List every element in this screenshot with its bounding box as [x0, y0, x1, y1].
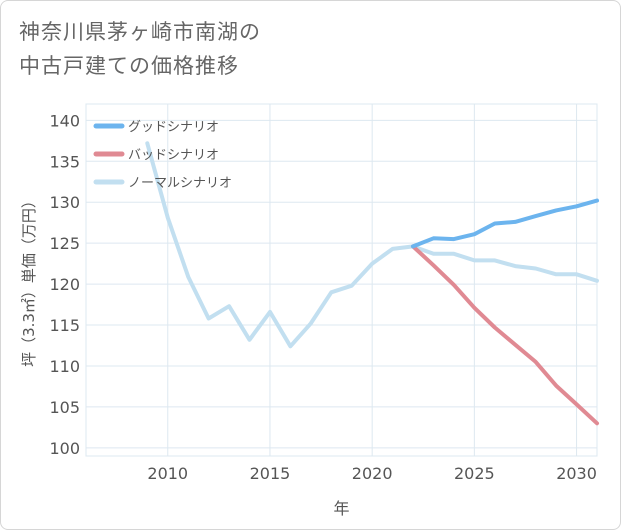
axes: 100 105 110 115 120 125 130 135 140 2010 2015 2020 2…: [20, 111, 597, 518]
y-axis-title: 坪（3.3㎡）単価（万円）: [20, 193, 38, 367]
x-tick-label: 2020: [352, 464, 393, 483]
y-tick-label: 135: [49, 152, 80, 171]
y-tick-label: 105: [49, 398, 80, 417]
y-tick-label: 120: [49, 275, 80, 294]
x-tick-label: 2015: [250, 464, 291, 483]
legend-label: グッドシナリオ: [128, 120, 219, 135]
series-lines: [145, 141, 599, 426]
y-tick-label: 130: [49, 193, 80, 212]
legend-label: バッドシナリオ: [128, 148, 219, 163]
y-tick-label: 100: [49, 439, 80, 458]
chart-title-line-2: 中古戸建ての価格推移: [19, 54, 239, 78]
chart-title-line-1: 神奈川県茅ヶ崎市南湖の: [19, 20, 261, 44]
y-tick-label: 125: [49, 234, 80, 253]
y-tick-label: 115: [49, 316, 80, 335]
x-tick-label: 2030: [556, 464, 597, 483]
series-line: [411, 244, 599, 426]
y-tick-label: 140: [49, 111, 80, 130]
y-tick-label: 110: [49, 357, 80, 376]
x-tick-label: 2025: [454, 464, 495, 483]
x-axis-title: 年: [333, 499, 349, 518]
series-line: [145, 141, 599, 349]
x-tick-label: 2010: [147, 464, 188, 483]
grid-lines: [85, 103, 598, 457]
chart-title: 神奈川県茅ヶ崎市南湖の 中古戸建ての価格推移: [19, 15, 261, 83]
legend-label: ノーマルシナリオ: [128, 176, 232, 191]
series-line: [411, 198, 599, 249]
